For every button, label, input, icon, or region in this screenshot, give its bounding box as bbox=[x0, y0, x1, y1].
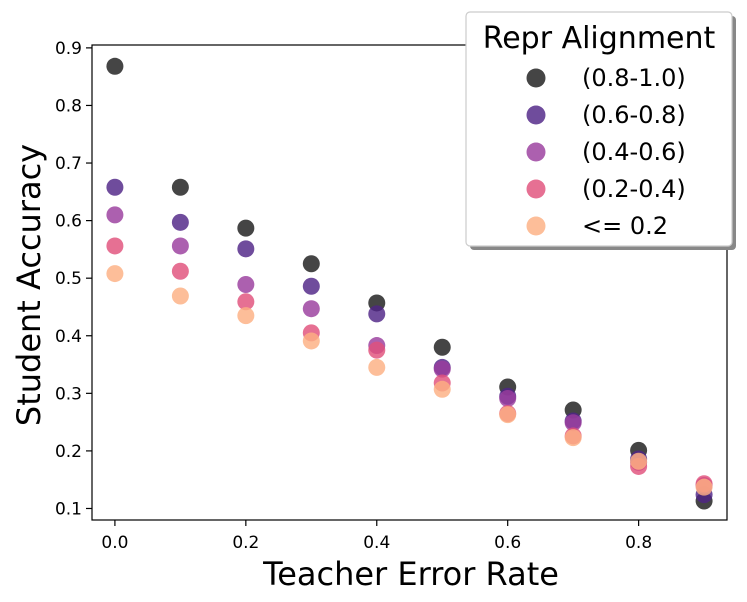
data-point bbox=[106, 206, 124, 224]
y-tick-label: 0.4 bbox=[55, 327, 82, 347]
data-point bbox=[302, 332, 320, 350]
data-point bbox=[564, 414, 582, 432]
x-tick-label: 0.6 bbox=[494, 533, 521, 553]
y-tick-label: 0.3 bbox=[55, 384, 82, 404]
data-point bbox=[368, 358, 386, 376]
data-point bbox=[499, 390, 517, 408]
y-tick-label: 0.8 bbox=[55, 96, 82, 116]
legend-marker bbox=[526, 142, 546, 162]
legend-marker bbox=[526, 68, 546, 88]
data-point bbox=[237, 276, 255, 294]
legend-title: Repr Alignment bbox=[483, 21, 716, 56]
data-point bbox=[433, 338, 451, 356]
data-point bbox=[237, 293, 255, 311]
data-point bbox=[302, 277, 320, 295]
y-tick-label: 0.7 bbox=[55, 154, 82, 174]
data-point bbox=[630, 452, 648, 470]
data-point bbox=[171, 213, 189, 231]
data-point bbox=[171, 262, 189, 280]
x-tick-label: 0.0 bbox=[101, 533, 128, 553]
data-point bbox=[499, 406, 517, 424]
data-point bbox=[237, 219, 255, 237]
data-point bbox=[368, 305, 386, 323]
y-tick-label: 0.6 bbox=[55, 212, 82, 232]
y-tick-label: 0.9 bbox=[55, 39, 82, 59]
data-point bbox=[695, 478, 713, 496]
data-point bbox=[433, 360, 451, 378]
legend-marker bbox=[526, 179, 546, 199]
data-point bbox=[564, 429, 582, 447]
legend-marker bbox=[526, 216, 546, 236]
data-point bbox=[171, 178, 189, 196]
data-point bbox=[106, 57, 124, 75]
data-point bbox=[106, 237, 124, 255]
x-tick-label: 0.8 bbox=[625, 533, 652, 553]
data-point bbox=[368, 341, 386, 359]
data-point bbox=[237, 240, 255, 258]
y-axis-label: Student Accuracy bbox=[10, 144, 48, 426]
data-point bbox=[433, 380, 451, 398]
x-tick-label: 0.4 bbox=[363, 533, 390, 553]
data-point bbox=[302, 300, 320, 318]
legend-label: (0.8-1.0) bbox=[582, 64, 686, 92]
data-point bbox=[106, 178, 124, 196]
data-point bbox=[171, 287, 189, 305]
y-tick-label: 0.2 bbox=[55, 442, 82, 462]
x-axis-label: Teacher Error Rate bbox=[262, 555, 559, 593]
legend-label: (0.4-0.6) bbox=[582, 138, 686, 166]
y-tick-label: 0.5 bbox=[55, 269, 82, 289]
legend: Repr Alignment (0.8-1.0) (0.6-0.8) (0.4-0.… bbox=[465, 11, 736, 250]
data-point bbox=[171, 237, 189, 255]
x-tick-label: 0.2 bbox=[232, 533, 259, 553]
legend-label: (0.2-0.4) bbox=[582, 175, 686, 203]
y-tick-label: 0.1 bbox=[55, 499, 82, 519]
legend-label: (0.6-0.8) bbox=[582, 101, 686, 129]
plot-area: 0.0 0.2 0.4 0.6 0.8 0.1 0.2 0.3 0.4 0.5 0.6 0.7 0.8 0… bbox=[55, 39, 728, 553]
data-point bbox=[237, 307, 255, 325]
legend-marker bbox=[526, 105, 546, 125]
legend-label: <= 0.2 bbox=[582, 212, 668, 240]
plot-frame bbox=[91, 44, 728, 521]
data-point bbox=[106, 265, 124, 283]
data-point bbox=[302, 255, 320, 273]
